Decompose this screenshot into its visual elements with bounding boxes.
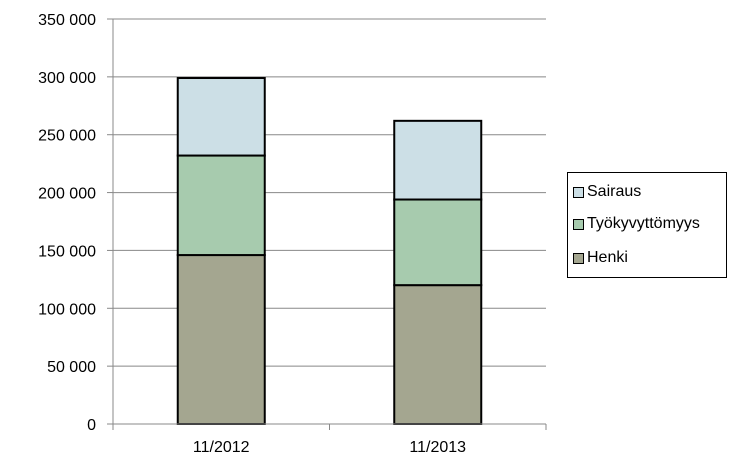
legend-label-tyokyvyttomyys: Työkyvyttömyys <box>587 215 700 232</box>
bar-tyokyvyttomyys-11-2012 <box>176 154 266 257</box>
legend-item-tyokyvyttomyys: Työkyvyttömyys <box>573 215 700 233</box>
legend-item-henki: Henki <box>573 249 628 267</box>
legend: Sairaus Työkyvyttömyys Henki <box>567 172 727 278</box>
legend-swatch-tyokyvyttomyys <box>573 218 584 230</box>
axes <box>107 18 547 430</box>
bar-henki-11-2013 <box>393 284 483 425</box>
x-tick-label: 11/2012 <box>193 439 250 456</box>
x-tick-labels: 11/2012 11/2013 <box>193 439 466 456</box>
legend-item-sairaus: Sairaus <box>573 183 641 201</box>
legend-swatch-sairaus <box>573 186 584 198</box>
y-tick-label: 350 000 <box>38 12 96 29</box>
x-tick-label: 11/2013 <box>409 439 466 456</box>
bars <box>176 77 483 425</box>
y-tick-label: 0 <box>87 417 96 434</box>
y-tick-labels: 0 50 000 100 000 150 000 200 000 250 000 300 0… <box>38 12 96 434</box>
y-tick-label: 300 000 <box>38 70 96 87</box>
y-tick-label: 100 000 <box>38 301 96 318</box>
y-tick-label: 50 000 <box>47 359 96 376</box>
bar-sairaus-11-2012 <box>176 77 266 157</box>
y-tick-label: 150 000 <box>38 243 96 260</box>
legend-label-henki: Henki <box>587 249 628 266</box>
bar-sairaus-11-2013 <box>393 119 483 201</box>
bar-henki-11-2012 <box>176 254 266 425</box>
bar-tyokyvyttomyys-11-2013 <box>393 198 483 287</box>
legend-label-sairaus: Sairaus <box>587 183 642 200</box>
y-tick-label: 200 000 <box>38 186 96 203</box>
legend-swatch-henki <box>573 252 584 264</box>
y-tick-label: 250 000 <box>38 128 96 145</box>
